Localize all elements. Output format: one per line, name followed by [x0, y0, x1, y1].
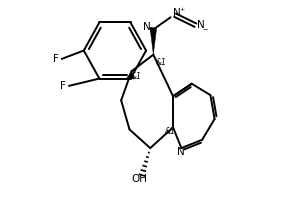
Polygon shape [150, 28, 157, 55]
Text: −: − [203, 26, 208, 31]
Polygon shape [127, 71, 134, 79]
Text: N: N [143, 22, 151, 32]
Text: F: F [60, 81, 66, 91]
Text: N: N [173, 8, 181, 18]
Text: N: N [177, 147, 185, 157]
Text: &1: &1 [131, 72, 142, 81]
Text: OH: OH [132, 174, 148, 184]
Text: &1: &1 [165, 127, 176, 136]
Text: +: + [179, 7, 184, 12]
Text: N: N [197, 20, 205, 30]
Text: F: F [53, 54, 59, 64]
Text: &1: &1 [156, 59, 167, 68]
